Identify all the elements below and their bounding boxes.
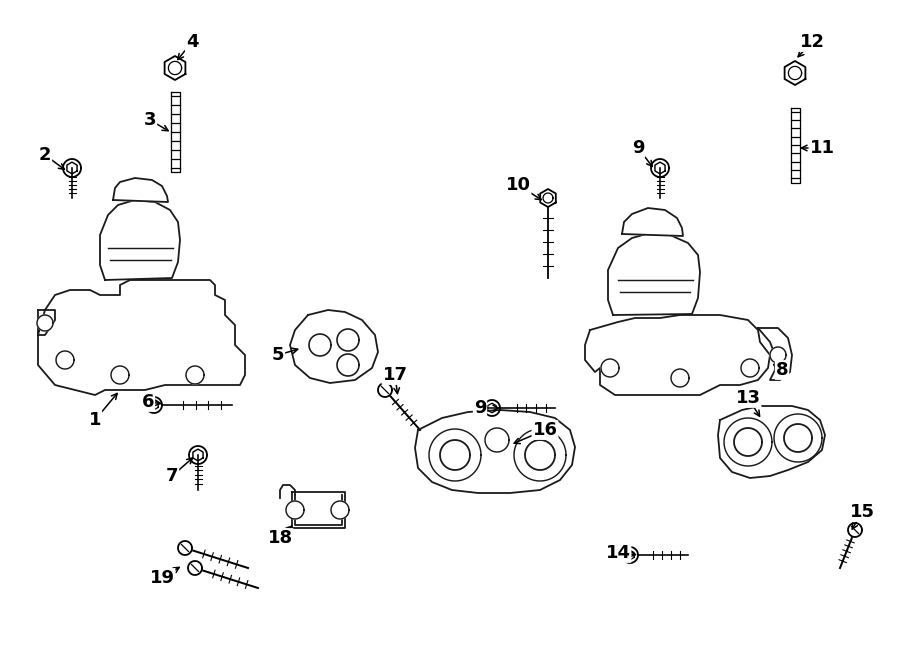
Text: 2: 2 [39,146,51,164]
Polygon shape [484,400,500,416]
Text: 6: 6 [142,393,154,411]
Text: 12: 12 [799,33,824,51]
Polygon shape [146,397,162,413]
Polygon shape [188,561,202,575]
Polygon shape [608,233,700,315]
Polygon shape [784,424,812,452]
Text: 3: 3 [144,111,157,129]
Polygon shape [113,178,168,202]
Polygon shape [718,406,825,478]
Polygon shape [785,61,806,85]
Polygon shape [331,501,349,519]
Polygon shape [758,328,792,380]
Polygon shape [485,428,509,452]
Polygon shape [601,359,619,377]
Polygon shape [186,366,204,384]
Polygon shape [622,547,638,563]
Text: 13: 13 [735,389,760,407]
Polygon shape [309,334,331,356]
Text: 8: 8 [776,361,788,379]
Text: 7: 7 [166,467,178,485]
Polygon shape [290,310,378,383]
Text: 11: 11 [809,139,834,157]
Polygon shape [622,208,683,236]
Polygon shape [292,492,345,528]
Polygon shape [189,446,207,464]
Polygon shape [286,501,304,519]
Text: 1: 1 [89,411,101,429]
Polygon shape [37,315,53,331]
Polygon shape [38,310,55,335]
Polygon shape [178,541,192,555]
Polygon shape [63,159,81,177]
Polygon shape [165,56,185,80]
Polygon shape [111,366,129,384]
Text: 15: 15 [850,503,875,521]
Polygon shape [734,428,762,456]
Text: 14: 14 [606,544,631,562]
Text: 9: 9 [632,139,644,157]
Polygon shape [525,440,555,470]
Text: 4: 4 [185,33,198,51]
Polygon shape [56,351,74,369]
Polygon shape [540,189,556,207]
Text: 17: 17 [382,366,408,384]
Text: 16: 16 [533,421,557,439]
Polygon shape [440,440,470,470]
Polygon shape [337,329,359,351]
Text: 9: 9 [473,399,486,417]
Text: 5: 5 [272,346,284,364]
Polygon shape [415,410,575,493]
Polygon shape [378,383,392,397]
Polygon shape [585,315,770,395]
Text: 18: 18 [267,529,293,547]
Text: 19: 19 [149,569,175,587]
Polygon shape [671,369,689,387]
Polygon shape [651,159,669,177]
Polygon shape [337,354,359,376]
Polygon shape [741,359,759,377]
Polygon shape [770,347,786,363]
Polygon shape [38,280,245,395]
Text: 10: 10 [506,176,530,194]
Polygon shape [100,200,180,280]
Polygon shape [848,523,862,537]
